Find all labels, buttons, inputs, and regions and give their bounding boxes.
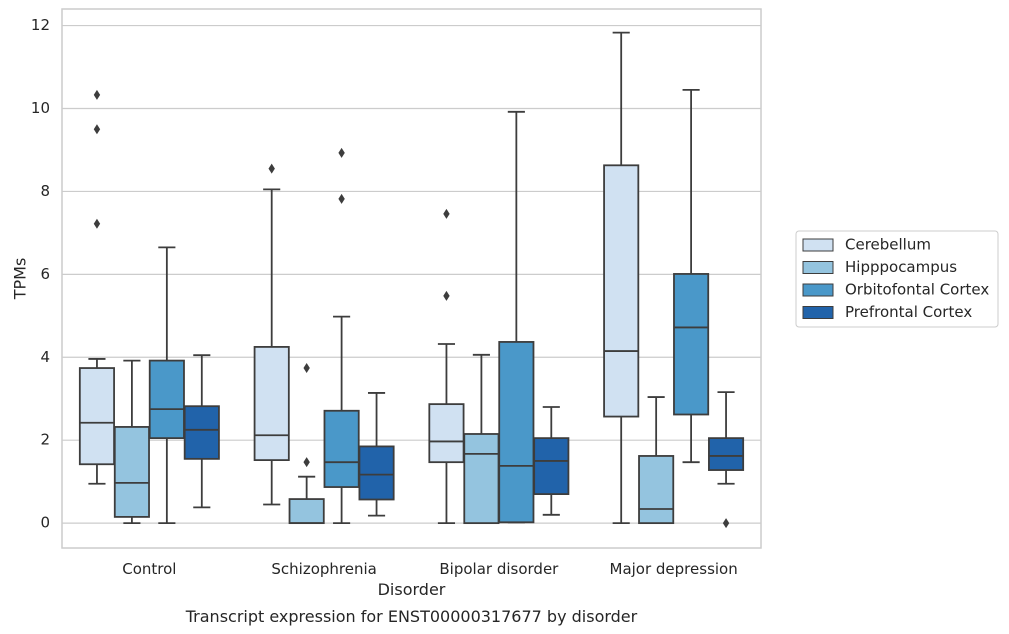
box	[183, 405, 220, 460]
x-tick-labels: Control Schizophrenia Bipolar disorder Majo…	[122, 560, 737, 578]
box-groups	[78, 31, 745, 529]
box	[78, 367, 115, 466]
outlier-marker	[268, 163, 275, 174]
outlier-marker	[93, 124, 101, 135]
box	[358, 445, 395, 501]
y-tick-label: 2	[40, 431, 50, 449]
chart-caption: Transcript expression for ENST0000031767…	[185, 607, 638, 626]
y-tick-label: 12	[31, 16, 50, 34]
legend: Cerebellum Hipppocampus Orbitofontal Corte…	[795, 230, 999, 328]
grid-lines	[62, 24, 761, 524]
outlier-marker	[722, 518, 730, 529]
box	[428, 403, 465, 464]
legend-swatch	[802, 261, 834, 274]
y-tick-label: 8	[40, 182, 50, 200]
legend-swatch	[802, 306, 834, 319]
legend-label: Cerebellum	[845, 236, 931, 254]
x-tick-label: Schizophrenia	[271, 560, 376, 578]
outlier-marker	[303, 457, 310, 468]
box	[603, 164, 640, 418]
y-tick-label: 10	[31, 99, 50, 117]
legend-label: Orbitofontal Cortex	[845, 281, 989, 299]
y-tick-label: 0	[40, 514, 50, 532]
series-group	[183, 354, 745, 529]
box	[323, 409, 360, 488]
legend-swatch	[802, 238, 834, 252]
box	[708, 437, 745, 471]
outlier-marker	[93, 89, 101, 100]
x-tick-label: Bipolar disorder	[439, 560, 559, 578]
outlier-marker	[303, 363, 310, 374]
y-tick-label: 4	[40, 348, 50, 366]
box	[288, 498, 325, 525]
series-group	[148, 88, 710, 525]
box	[463, 433, 500, 525]
y-tick-labels: 0 2 4 6 8 10 12	[31, 16, 50, 532]
box	[253, 346, 290, 462]
y-tick-label: 6	[40, 265, 50, 283]
box	[673, 273, 710, 416]
y-axis-label: TPMs	[11, 258, 30, 301]
outlier-marker	[443, 290, 450, 301]
outlier-marker	[93, 218, 101, 229]
box	[498, 341, 535, 524]
box	[148, 359, 185, 440]
series-group	[113, 353, 675, 525]
legend-label: Prefrontal Cortex	[845, 303, 972, 321]
series-group	[78, 31, 640, 525]
box	[638, 455, 675, 525]
outlier-marker	[338, 193, 345, 204]
legend-frame	[795, 230, 999, 328]
box	[533, 437, 570, 495]
x-tick-label: Control	[122, 560, 176, 578]
outlier-marker	[443, 208, 450, 219]
outlier-marker	[338, 147, 345, 158]
x-axis-label: Disorder	[378, 580, 446, 599]
legend-label: Hipppocampus	[845, 258, 957, 276]
x-tick-label: Major depression	[610, 560, 738, 578]
legend-swatch	[802, 283, 834, 297]
box	[113, 426, 150, 518]
plot-area-frame	[61, 8, 762, 549]
